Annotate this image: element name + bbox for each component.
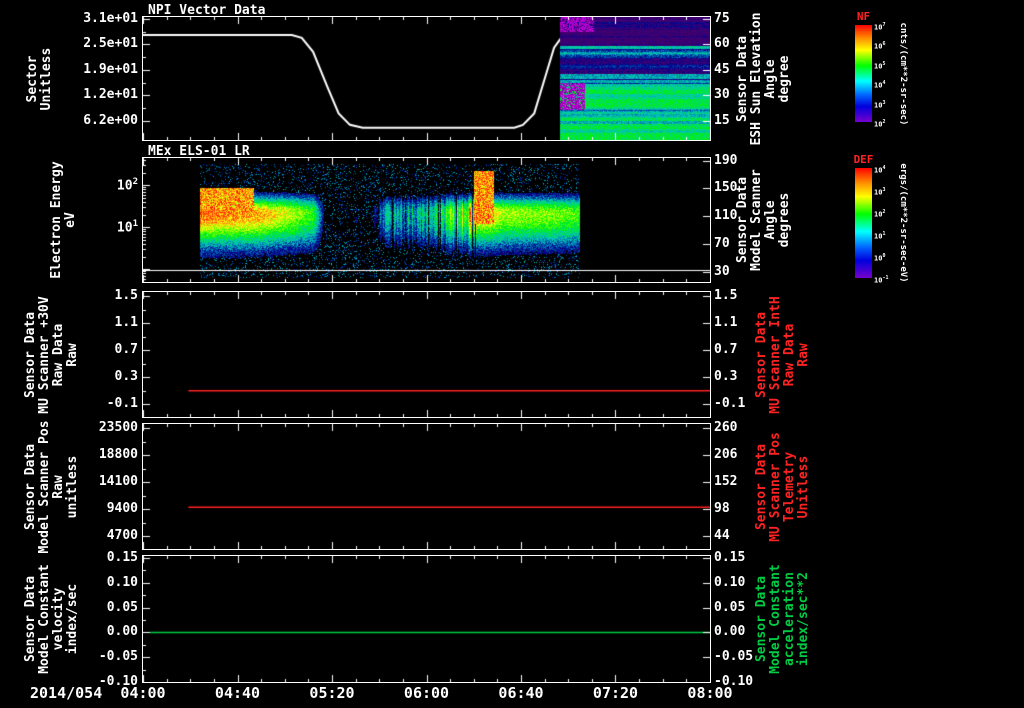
tick-label: 75 (714, 11, 730, 26)
colorbar-tick-label: 10-1 (874, 275, 889, 285)
tick-label: 0.15 (714, 550, 746, 565)
tick-label: 3.1e+01 (83, 11, 138, 26)
tick-label: 44 (714, 528, 730, 543)
tick-label: 0.10 (714, 575, 746, 590)
tick-label: 0.15 (106, 550, 138, 565)
tick-label: 06:40 (498, 684, 544, 702)
colorbar-tick-label: 107 (874, 22, 886, 32)
colorbar-title-def: DEF (853, 153, 874, 166)
tick-label: 1.5 (714, 288, 738, 303)
tick-label: 1.2e+01 (83, 87, 138, 102)
tick-label: 45 (714, 62, 730, 77)
date-label: 2014/054 (30, 684, 103, 702)
colorbar-tick-label: 103 (874, 187, 886, 197)
tick-label: 0.7 (114, 342, 138, 357)
tick-label: 14100 (98, 474, 138, 489)
panel-model-scanner-pos-right-axis-label: Sensor Data MU Scanner Pos Telemetry Uni… (754, 431, 811, 542)
tick-label: -0.05 (714, 649, 754, 664)
tick-label: 206 (714, 447, 738, 462)
tick-label: 150 (714, 180, 738, 195)
tick-label: 260 (714, 420, 738, 435)
colorbar-units-label: ergs/(cm**2-sr-sec-eV) (898, 163, 908, 283)
tick-label: 102 (116, 177, 138, 194)
tick-label: 4700 (106, 528, 138, 543)
tick-label: 190 (714, 153, 738, 168)
tick-label: 6.2e+00 (83, 113, 138, 128)
colorbar-tick-label: 103 (874, 99, 886, 109)
tick-label: 152 (714, 474, 738, 489)
tick-label: 1.5 (114, 288, 138, 303)
colorbar-tick-label: 106 (874, 41, 886, 51)
tick-label: -0.05 (98, 649, 138, 664)
panel-mu-scanner-30v-left-axis-label: Sensor Data MU Scanner +30V Raw Data Raw (23, 295, 80, 414)
tick-label: -0.10 (98, 674, 138, 689)
tick-label: 30 (714, 87, 730, 102)
tick-label: -0.1 (106, 396, 138, 411)
tick-label: 2.5e+01 (83, 36, 138, 51)
panel-els-spectrogram-left-axis-label: Electron Energy eV (49, 161, 78, 279)
panel-els-spectrogram-right-axis-label: Sensor Data Model Scanner Angle degrees (735, 169, 792, 271)
panel-npi-sector-left-axis-label: Sector Unitless (25, 47, 54, 110)
tick-label: 0.10 (106, 575, 138, 590)
tick-label: 0.00 (106, 624, 138, 639)
tick-label: -0.1 (714, 396, 746, 411)
panel-npi-sector-plot (142, 16, 711, 141)
colorbar-tick-label: 105 (874, 60, 886, 71)
tick-label: 08:00 (687, 684, 733, 702)
tick-label: 30 (714, 264, 730, 279)
colorbar-tick-label: 102 (874, 209, 886, 219)
tick-label: 18800 (98, 447, 138, 462)
panel-model-constant-velocity-right-axis-label: Sensor Data Model Constant acceleration … (754, 564, 811, 674)
panel-model-scanner-pos-left-axis-label: Sensor Data Model Scanner Pos Raw unitle… (23, 419, 80, 554)
panel-els-spectrogram-plot (142, 157, 711, 283)
tick-label: 0.00 (714, 624, 746, 639)
tick-label: 1.9e+01 (83, 62, 138, 77)
panel-model-constant-velocity-left-axis-label: Sensor Data Model Constant velocity inde… (23, 564, 80, 674)
tick-label: 110 (714, 208, 738, 223)
colorbar-tick-label: 101 (874, 231, 886, 241)
colorbar-tick-label: 104 (874, 165, 886, 175)
tick-label: 60 (714, 36, 730, 51)
colorbar-tick-label: 100 (874, 253, 886, 263)
colorbar-units-label: cnts/(cm**2-sr-sec) (898, 22, 908, 125)
colorbar-title-nf: NF (856, 10, 871, 23)
tick-label: 70 (714, 236, 730, 251)
tick-label: 1.1 (714, 315, 738, 330)
panel-mu-scanner-30v-plot (142, 291, 711, 418)
tick-label: 1.1 (114, 315, 138, 330)
tick-label: 0.05 (106, 600, 138, 615)
colorbar-tick-label: 104 (874, 80, 886, 90)
tick-label: 0.05 (714, 600, 746, 615)
tick-label: 15 (714, 113, 730, 128)
tick-label: -0.10 (714, 674, 754, 689)
tick-label: 04:40 (214, 684, 261, 702)
panel-model-scanner-pos-plot (142, 423, 711, 550)
panel1-title: NPI Vector Data (148, 3, 266, 18)
tick-label: 98 (714, 501, 730, 516)
tick-label: 07:20 (592, 684, 639, 702)
tick-label: 0.7 (714, 342, 738, 357)
colorbar-def (855, 168, 872, 278)
panel-npi-sector-right-axis-label: Sensor Data ESH Sun Elevation Angle degr… (735, 11, 792, 146)
colorbar-tick-label: 102 (874, 119, 886, 129)
tick-label: 9400 (106, 501, 138, 516)
tick-label: 04:00 (120, 684, 166, 702)
panel-mu-scanner-30v-right-axis-label: Sensor Data MU Scanner IntH Raw Data Raw (754, 295, 811, 414)
tick-label: 101 (116, 219, 138, 236)
tick-label: 05:20 (309, 684, 355, 702)
tick-label: 23500 (98, 420, 138, 435)
tick-label: 06:00 (403, 684, 450, 702)
colorbar-nf (855, 25, 872, 122)
panel2-title: MEx ELS-01 LR (148, 144, 250, 159)
tick-label: 0.3 (114, 369, 138, 384)
tick-label: 0.3 (714, 369, 738, 384)
panel-model-constant-velocity-plot (142, 555, 711, 683)
